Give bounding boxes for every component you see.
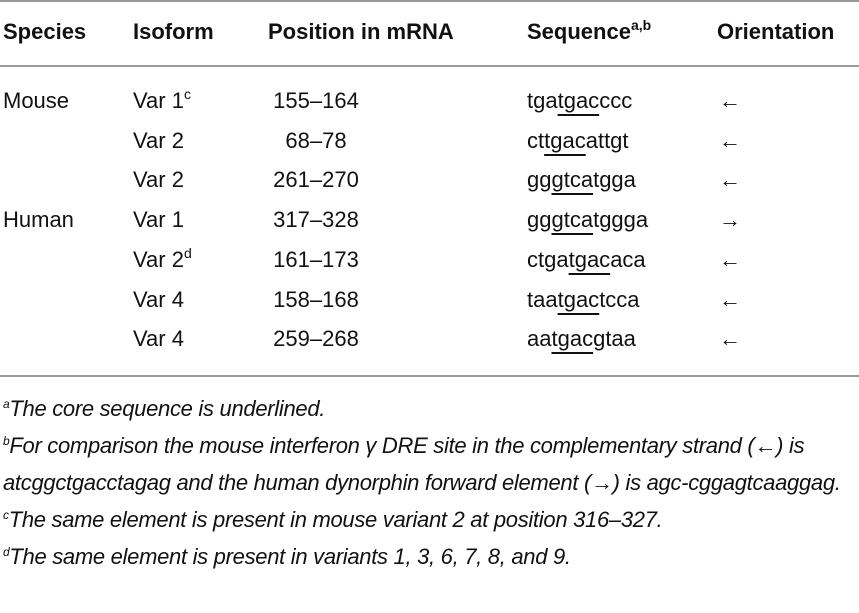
sequence-part: aca: [610, 246, 646, 272]
footnotes: aThe core sequence is underlined. bFor co…: [3, 390, 859, 575]
position-cell: 261–270: [273, 167, 359, 193]
header-text: Sequence: [527, 19, 631, 44]
footnote: cThe same element is present in mouse va…: [3, 501, 859, 538]
sequence-part: tga: [527, 88, 558, 113]
footnote-mark: a: [3, 397, 10, 411]
footnote: dThe same element is present in variants…: [3, 538, 859, 575]
footnote-text: The core sequence is underlined.: [9, 396, 326, 421]
isoform-superscript: d: [183, 244, 192, 261]
sequence-part: gg: [527, 207, 552, 233]
sequence-part: gg: [527, 167, 552, 193]
core-sequence: gtca: [551, 207, 594, 233]
header-cell: Sequencea,b: [527, 17, 652, 45]
orientation-cell: ←: [719, 326, 741, 352]
sequence-part: tcca: [599, 286, 640, 312]
sequence-part: tggga: [593, 207, 649, 233]
footnote: bFor comparison the mouse interferon γ D…: [3, 427, 859, 501]
header-cell: Isoform: [133, 19, 214, 45]
bottom-rule: [0, 375, 859, 377]
header-text: Orientation: [717, 19, 835, 44]
sequence-part: ctga: [527, 246, 569, 272]
isoform-cell: Var 2: [133, 128, 184, 154]
sequence-cell: taatgactcca: [527, 287, 640, 313]
isoform-text: Var 1: [133, 207, 184, 233]
isoform-cell: Var 4: [133, 326, 184, 352]
sequence-part: gtaa: [593, 326, 636, 352]
orientation-cell: →: [719, 207, 741, 233]
footnote-text: The same element is present in variants …: [9, 544, 571, 569]
orientation-cell: ←: [719, 88, 741, 113]
header-cell: Position in mRNA: [268, 19, 454, 45]
position-cell: 155–164: [273, 88, 359, 113]
isoform-cell: Var 4: [133, 287, 184, 313]
core-sequence: tgac: [544, 127, 586, 153]
position-cell: 259–268: [273, 326, 359, 352]
orientation-cell: ←: [719, 127, 741, 153]
sequence-cell: aatgacgtaa: [527, 326, 636, 352]
core-sequence: tgac: [568, 246, 611, 272]
orientation-cell: ←: [719, 246, 741, 272]
header-cell: Orientation: [717, 19, 834, 45]
core-sequence: tgac: [557, 88, 600, 113]
header-cell: Species: [3, 19, 86, 45]
isoform-text: Var 1: [133, 88, 184, 113]
isoform-cell: Var 1: [133, 207, 184, 233]
isoform-cell: Var 2: [133, 167, 184, 193]
footnote-mark: b: [3, 434, 10, 448]
footnote: aThe core sequence is underlined.: [3, 390, 859, 427]
core-sequence: tgac: [551, 326, 594, 352]
isoform-text: Var 2: [133, 167, 184, 193]
sequence-part: taa: [527, 286, 558, 312]
core-sequence: gtca: [551, 167, 594, 193]
isoform-cell: Var 2d: [133, 244, 192, 273]
top-rule: [0, 0, 859, 2]
core-sequence: tgac: [557, 286, 600, 312]
footnote-text: The same element is present in mouse var…: [8, 507, 663, 532]
orientation-cell: ←: [719, 167, 741, 193]
sequence-cell: ctgatgacaca: [527, 247, 646, 273]
species-cell: Human: [3, 207, 74, 233]
isoform-text: Var 4: [133, 286, 184, 312]
isoform-text: Var 2: [133, 127, 184, 153]
sequence-cell: tgatgacccc: [527, 88, 632, 114]
header-text: Isoform: [133, 19, 214, 44]
footnote-text: For comparison the mouse interferon γ DR…: [3, 433, 841, 495]
header-text: Position in mRNA: [268, 19, 454, 44]
isoform-text: Var 4: [133, 326, 184, 352]
sequence-part: attgt: [585, 127, 629, 153]
isoform-cell: Var 1c: [133, 86, 191, 114]
header-superscript: a,b: [630, 17, 652, 33]
header-rule: [0, 65, 859, 67]
sequence-cell: cttgacattgt: [527, 128, 629, 154]
sequence-cell: gggtcatgga: [527, 167, 636, 193]
header-text: Species: [3, 19, 87, 44]
position-cell: 161–173: [273, 246, 359, 272]
sequence-part: tgga: [593, 167, 636, 193]
position-cell: 158–168: [273, 286, 359, 312]
orientation-cell: ←: [719, 286, 741, 312]
sequence-part: ct: [527, 127, 545, 153]
footnote-mark: d: [3, 545, 10, 559]
sequence-cell: gggtcatggga: [527, 207, 648, 233]
sequence-part: ccc: [599, 88, 633, 113]
isoform-superscript: c: [183, 86, 191, 102]
footnote-mark: c: [3, 508, 9, 522]
position-cell: 68–78: [285, 127, 347, 153]
sequence-part: aa: [527, 326, 552, 352]
species-cell: Mouse: [3, 88, 70, 113]
position-cell: 317–328: [273, 207, 359, 233]
isoform-text: Var 2: [133, 246, 184, 272]
